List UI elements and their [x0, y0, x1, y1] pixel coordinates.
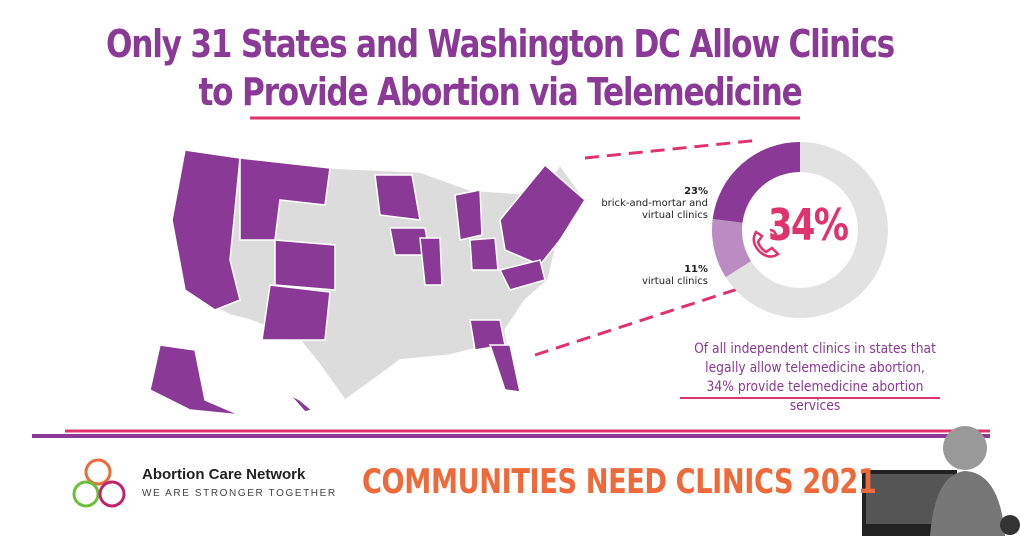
legend-label: virtual clinics	[641, 276, 708, 287]
title-line: to Provide Abortion via Telemedicine	[198, 70, 803, 114]
connector	[534, 283, 751, 357]
total-label: 34%	[768, 200, 849, 251]
logo-tagline: WE ARE STRONGER TOGETHER	[142, 488, 337, 499]
donut-segment	[712, 142, 800, 223]
legend-entry: 23% brick-and-mortar and virtual clinics	[600, 186, 708, 222]
donut-segment	[712, 218, 752, 278]
note: Of all independent clinics in states tha…	[683, 340, 947, 416]
title-line: Only 31 States and Washington DC Allow C…	[105, 22, 895, 66]
legend-label: brick-and-mortar and virtual clinics	[601, 198, 708, 221]
logo-mark	[72, 458, 126, 508]
note-line: legally allow telemedicine abortion,	[705, 360, 925, 376]
us-map	[149, 149, 586, 416]
logo-name: Abortion Care Network	[142, 466, 306, 483]
legend-entry: 11% virtual clinics	[600, 264, 708, 288]
footer-title: COMMUNITIES NEED CLINICS 2021	[362, 462, 877, 502]
data-label: 11%	[684, 264, 708, 275]
photo	[862, 426, 1020, 536]
note-line: Of all independent clinics in states tha…	[694, 341, 936, 357]
note-line: 34% provide telemedicine abortion servic…	[706, 379, 924, 414]
phone-icon	[752, 228, 780, 258]
connector	[584, 138, 761, 160]
data-label: 23%	[684, 186, 708, 197]
